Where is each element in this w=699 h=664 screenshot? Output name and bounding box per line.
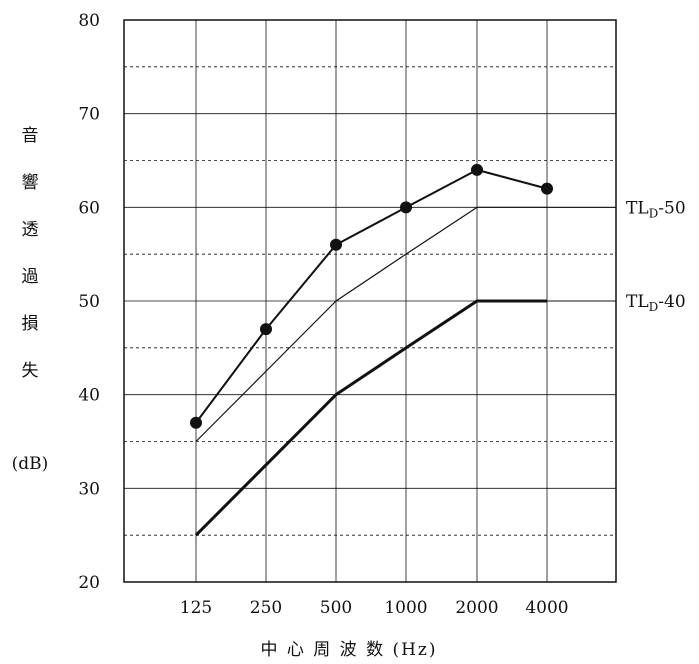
y-tick-label: 60	[78, 198, 100, 218]
y-axis-label-char: 損	[22, 314, 39, 334]
y-tick-label: 20	[78, 573, 100, 593]
series-markers	[190, 163, 553, 429]
x-tick-label: 125	[180, 598, 212, 618]
y-tick-label: 50	[78, 292, 100, 312]
y-tick-label: 40	[78, 386, 100, 406]
data-point	[541, 182, 553, 195]
series-line	[194, 299, 547, 537]
y-tick-label: 30	[78, 479, 100, 499]
data-point	[190, 416, 202, 429]
y-tick-labels: 20 30 40 50 60 70 80	[78, 11, 100, 593]
y-tick-label: 70	[78, 105, 100, 125]
y-axis-label-char: 音	[22, 126, 39, 146]
y-axis-label-char: 失	[22, 361, 39, 381]
data-point	[471, 163, 483, 176]
x-tick-label: 1000	[384, 598, 427, 618]
reference-labels: TLD-50 TLD-40	[626, 198, 686, 314]
x-tick-label: 250	[250, 598, 282, 618]
y-axis-label-unit: (dB)	[12, 454, 49, 474]
x-axis-label: 中 心 周 波 数 (Hz)	[260, 640, 437, 660]
y-tick-label: 80	[78, 11, 100, 31]
reference-label: TLD-50	[626, 198, 686, 220]
reference-label: TLD-40	[626, 292, 686, 314]
y-axis-label-char: 響	[22, 173, 39, 193]
series-line	[195, 206, 547, 442]
x-tick-label: 4000	[525, 598, 568, 618]
data-point	[260, 323, 272, 336]
x-tick-labels: 125 250 500 1000 2000 4000	[180, 598, 569, 618]
y-axis-label-char: 透	[22, 220, 39, 240]
data-point	[400, 201, 412, 214]
data-point	[330, 238, 342, 251]
series-lines	[194, 168, 616, 537]
series-line	[195, 168, 548, 424]
y-axis-label-char: 過	[22, 267, 39, 287]
x-tick-label: 500	[320, 598, 352, 618]
x-tick-label: 2000	[455, 598, 498, 618]
